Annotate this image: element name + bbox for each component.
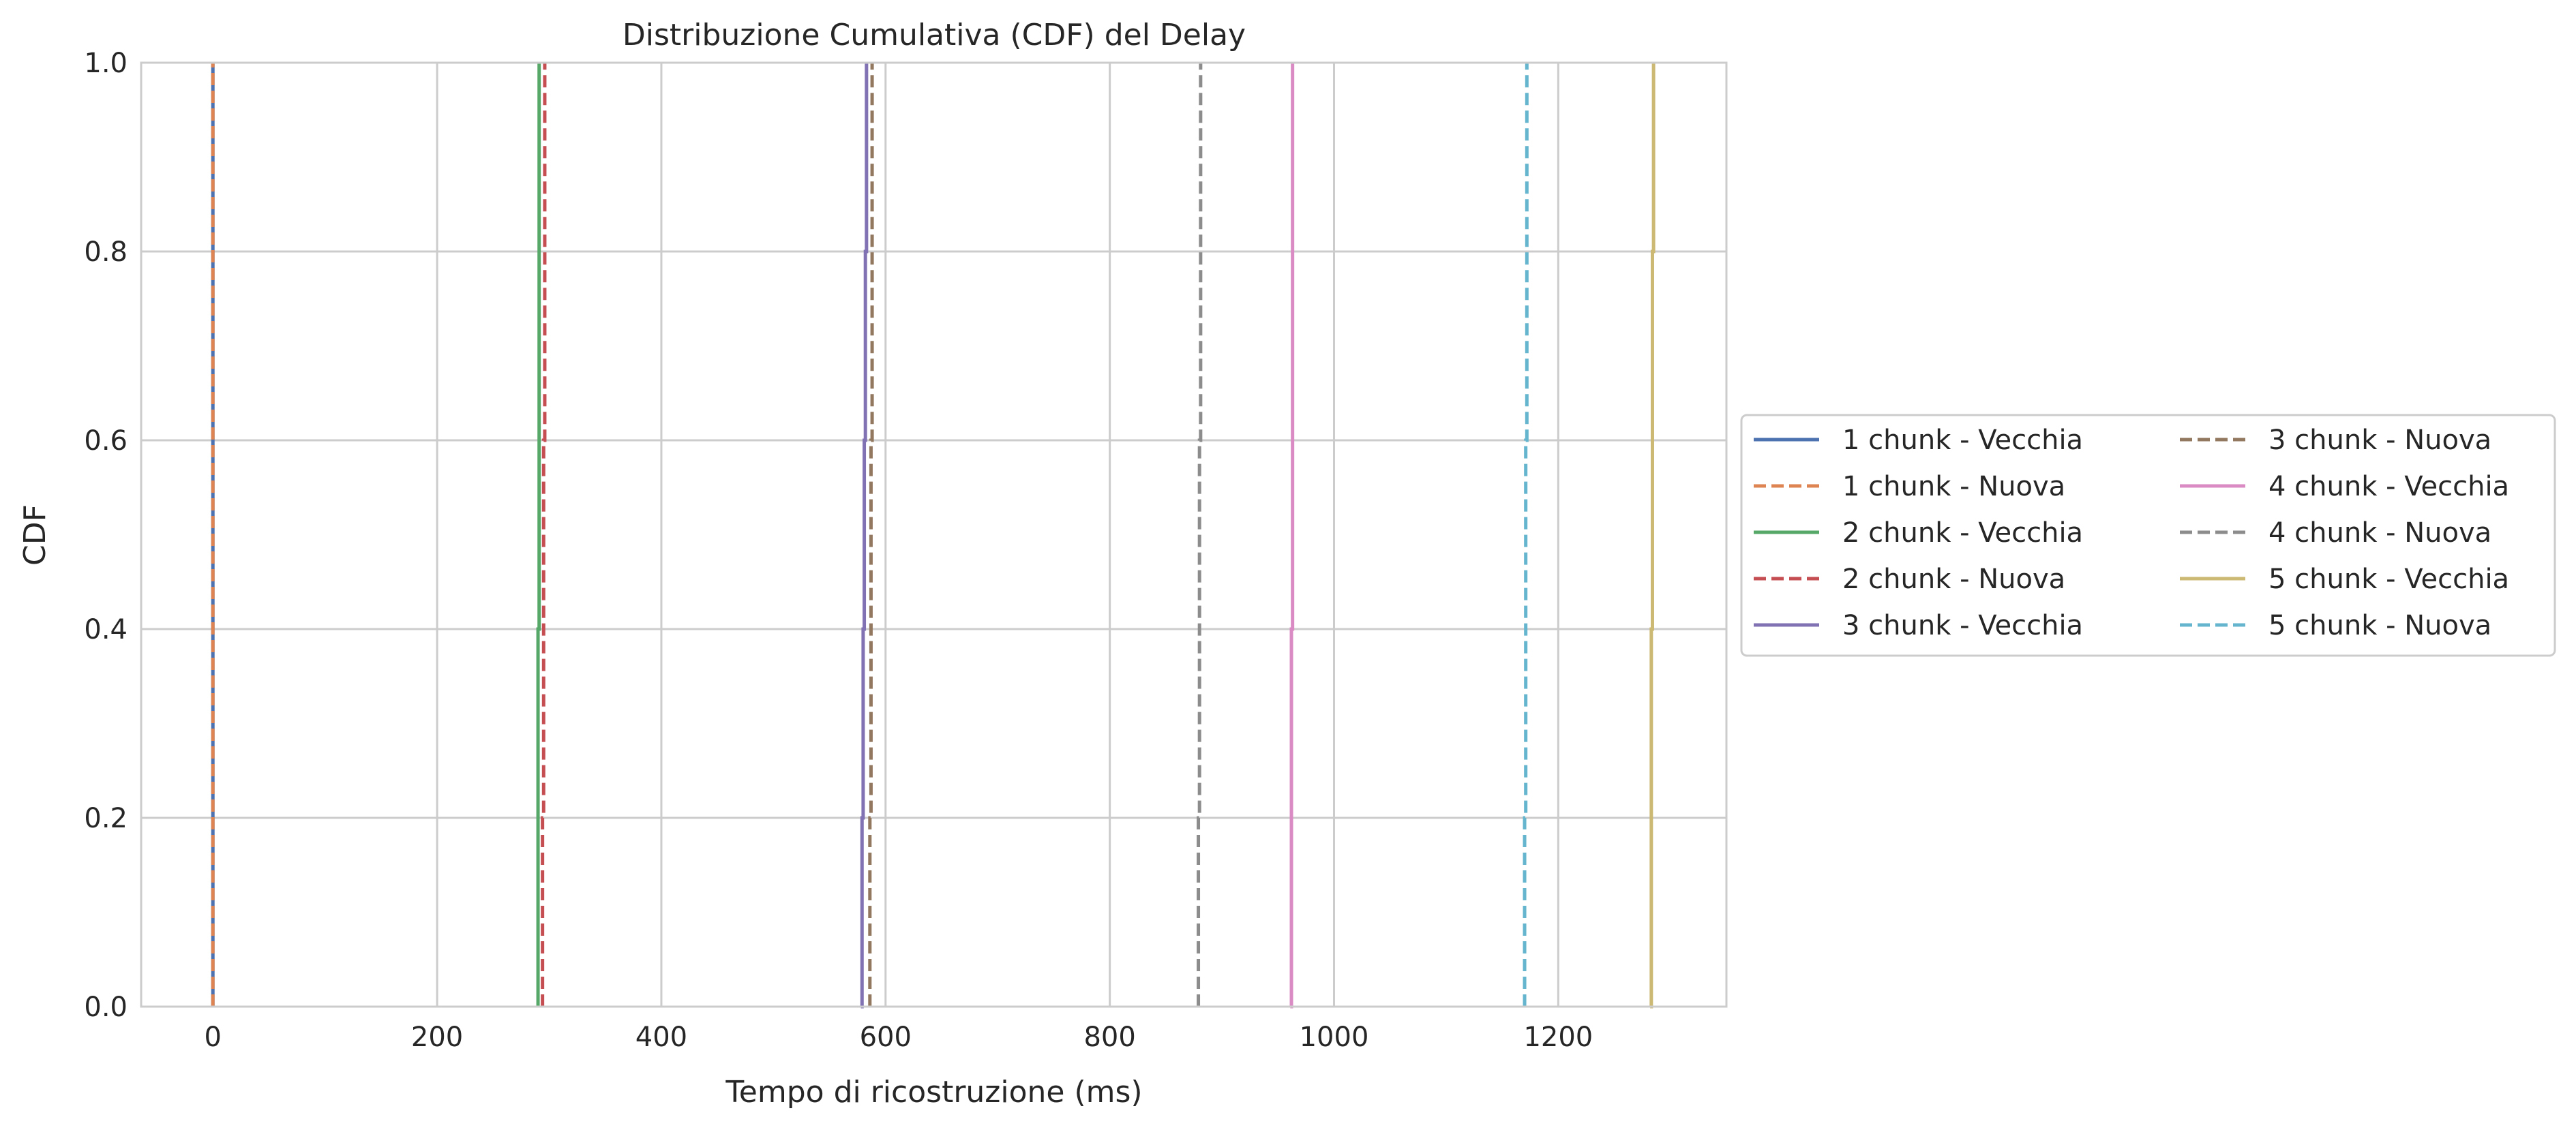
series-line-8 bbox=[1197, 63, 1203, 1007]
series-line-10 bbox=[1523, 63, 1529, 1007]
x-tick-labels: 0 200 400 600 800 1000 1200 bbox=[205, 1022, 1593, 1053]
plot-frame bbox=[140, 61, 1728, 1008]
series-line-7 bbox=[1289, 63, 1295, 1009]
legend-label: 1 chunk - Vecchia bbox=[1842, 425, 2083, 456]
legend-label: 5 chunk - Nuova bbox=[2268, 610, 2491, 641]
y-axis-label: CDF bbox=[18, 504, 53, 566]
y-tick-label: 0.8 bbox=[84, 236, 128, 268]
x-tick-label: 0 bbox=[205, 1022, 222, 1053]
y-tick-label: 0.2 bbox=[84, 803, 128, 834]
series-line-5 bbox=[860, 63, 869, 1009]
legend: 1 chunk - Vecchia 1 chunk - Nuova 2 chunk … bbox=[1740, 414, 2556, 657]
y-tick-label: 1.0 bbox=[84, 48, 128, 79]
y-tick-label: 0.4 bbox=[84, 614, 128, 645]
chart-title: Distribuzione Cumulativa (CDF) del Delay bbox=[623, 18, 1246, 52]
legend-label: 4 chunk - Vecchia bbox=[2268, 471, 2509, 502]
legend-label: 3 chunk - Vecchia bbox=[1842, 610, 2083, 641]
series-lines bbox=[211, 63, 1656, 1009]
x-tick-label: 400 bbox=[635, 1022, 687, 1053]
legend-frame bbox=[1740, 414, 2556, 657]
legend-label: 3 chunk - Nuova bbox=[2268, 425, 2491, 456]
legend-label: 2 chunk - Nuova bbox=[1842, 564, 2065, 595]
legend-label: 4 chunk - Nuova bbox=[2268, 517, 2491, 549]
x-tick-label: 800 bbox=[1083, 1022, 1135, 1053]
y-tick-label: 0.6 bbox=[84, 425, 128, 457]
series-line-6 bbox=[868, 63, 874, 1007]
legend-label: 1 chunk - Nuova bbox=[1842, 471, 2065, 502]
x-tick-label: 200 bbox=[411, 1022, 463, 1053]
series-line-4 bbox=[541, 63, 547, 1007]
x-tick-label: 1000 bbox=[1300, 1022, 1369, 1053]
x-axis-label: Tempo di ricostruzione (ms) bbox=[725, 1075, 1142, 1110]
x-tick-label: 1200 bbox=[1523, 1022, 1593, 1053]
series-line-3 bbox=[536, 63, 541, 1007]
y-tick-label: 0.0 bbox=[84, 992, 128, 1023]
legend-label: 2 chunk - Vecchia bbox=[1842, 517, 2083, 549]
series-line-9 bbox=[1649, 63, 1656, 1009]
legend-label: 5 chunk - Vecchia bbox=[2268, 564, 2509, 595]
y-tick-labels: 0.0 0.2 0.4 0.6 0.8 1.0 bbox=[84, 48, 128, 1023]
x-tick-label: 600 bbox=[860, 1022, 912, 1053]
